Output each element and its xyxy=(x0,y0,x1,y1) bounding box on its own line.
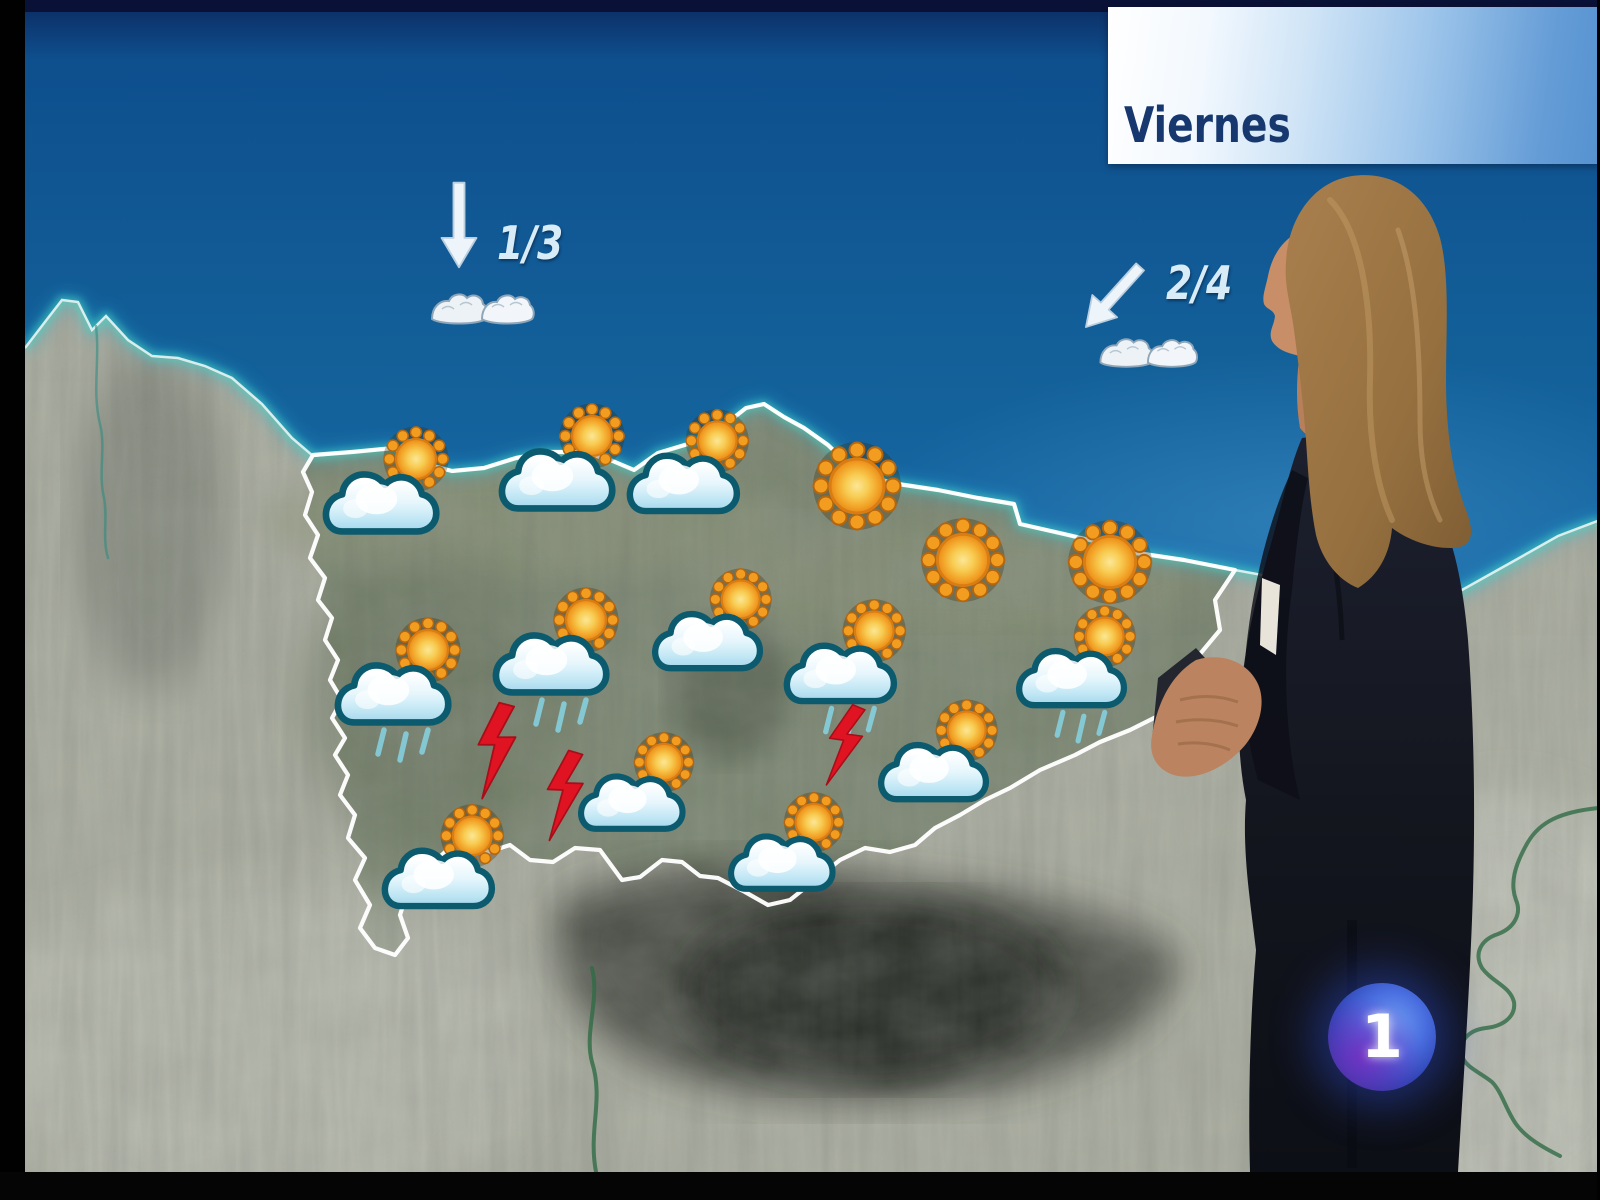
frame-bottom-bar xyxy=(0,1172,1600,1200)
rivers xyxy=(94,324,1600,1174)
day-panel: Viernes xyxy=(1108,7,1600,164)
sun-icon xyxy=(811,440,903,532)
channel-number: 1 xyxy=(1361,1002,1403,1072)
channel-la1-logo: 1 xyxy=(1328,983,1436,1091)
frame-left-bar xyxy=(0,0,25,1200)
presenter-body xyxy=(1238,436,1475,1172)
sun-icon xyxy=(1066,518,1154,606)
weather-presenter xyxy=(1151,175,1475,1172)
presenter-hair xyxy=(1285,175,1472,588)
wind-speed-label: 1/3 xyxy=(497,216,564,270)
sun-icon xyxy=(919,516,1007,604)
frame-right-bar xyxy=(1597,0,1600,1200)
wind-speed-label: 2/4 xyxy=(1166,256,1233,310)
presenter-hand xyxy=(1151,657,1262,777)
day-label: Viernes xyxy=(1124,97,1291,154)
